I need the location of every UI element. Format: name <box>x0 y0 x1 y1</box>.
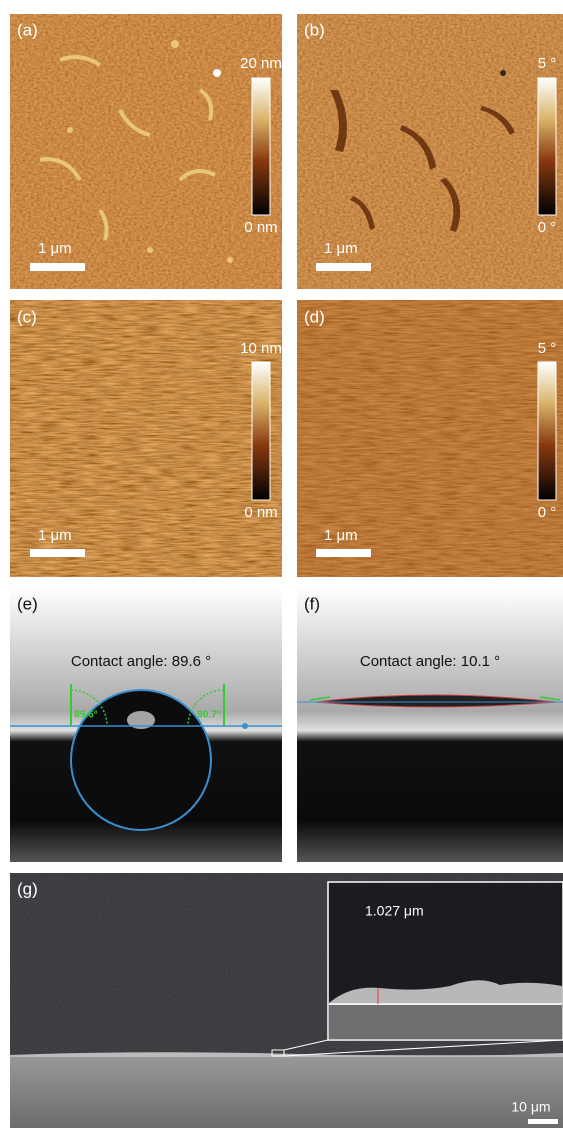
afm-texture <box>297 300 563 577</box>
panel-f: Contact angle: 10.1 ° (f) <box>297 588 563 862</box>
colorbar-min: 0 ° <box>538 219 557 236</box>
features <box>330 70 515 232</box>
features <box>39 40 233 263</box>
colorbar-max: 20 nm <box>240 55 282 72</box>
scale-bar <box>528 1119 558 1124</box>
colorbar-min: 0 nm <box>244 219 277 236</box>
scale-bar-label: 1 μm <box>38 527 72 544</box>
panel-label: (g) <box>17 879 38 898</box>
film-cross-section <box>329 980 562 1005</box>
afm-texture <box>10 14 282 289</box>
scale-bar <box>316 549 371 557</box>
zoom-box <box>271 1049 285 1057</box>
afm-texture <box>10 300 282 577</box>
scale-bar <box>30 263 85 271</box>
angle-arc <box>70 689 225 727</box>
panel-label: (e) <box>17 594 38 613</box>
marker <box>242 723 248 729</box>
colorbar <box>251 77 271 216</box>
panel-g: 1.027 μm (g) 10 μm <box>10 873 563 1128</box>
reflection <box>127 711 155 729</box>
panel-label: (f) <box>304 594 320 613</box>
substrate <box>329 1005 562 1039</box>
colorbar <box>251 361 271 501</box>
colorbar-max: 5 ° <box>538 55 557 72</box>
scale-bar-label: 10 μm <box>511 1099 550 1115</box>
panel-b: (b) 5 ° 0 ° 1 μm <box>297 14 563 289</box>
panel-c: (c) 10 nm 0 nm 1 μm <box>10 300 282 577</box>
thickness-label: 1.027 μm <box>365 903 424 919</box>
angle-label: 89.6° <box>74 710 97 721</box>
tangent <box>539 696 561 701</box>
film <box>10 1052 563 1057</box>
colorbar-max: 10 nm <box>240 340 282 357</box>
caption: Contact angle: 89.6 ° <box>71 653 211 670</box>
droplet <box>70 689 212 831</box>
panel-d: (d) 5 ° 0 ° 1 μm <box>297 300 563 577</box>
scale-bar-label: 1 μm <box>38 240 72 257</box>
panel-a: (a) 20 nm 0 nm 1 μm <box>10 14 282 289</box>
inset: 1.027 μm <box>327 881 563 1041</box>
panel-e: 89.6° 90.7° Contact angle: 89.6 ° (e) <box>10 588 282 862</box>
zoom-line <box>283 1039 563 1057</box>
scale-bar-label: 1 μm <box>324 240 358 257</box>
colorbar-min: 0 nm <box>244 504 277 521</box>
scale-bar <box>316 263 371 271</box>
panel-label: (b) <box>304 20 325 39</box>
panel-label: (c) <box>17 307 37 326</box>
scale-bar <box>30 549 85 557</box>
tangent <box>309 696 331 701</box>
colorbar <box>537 77 557 216</box>
photo <box>297 588 563 862</box>
colorbar <box>537 361 557 501</box>
caption: Contact angle: 10.1 ° <box>360 653 500 670</box>
scale-bar-label: 1 μm <box>324 527 358 544</box>
panel-label: (a) <box>17 20 38 39</box>
colorbar-max: 5 ° <box>538 340 557 357</box>
panel-label: (d) <box>304 307 325 326</box>
angle-label: 90.7° <box>197 710 220 721</box>
substrate <box>10 1055 563 1128</box>
colorbar-min: 0 ° <box>538 504 557 521</box>
zoom-line <box>283 1039 329 1051</box>
